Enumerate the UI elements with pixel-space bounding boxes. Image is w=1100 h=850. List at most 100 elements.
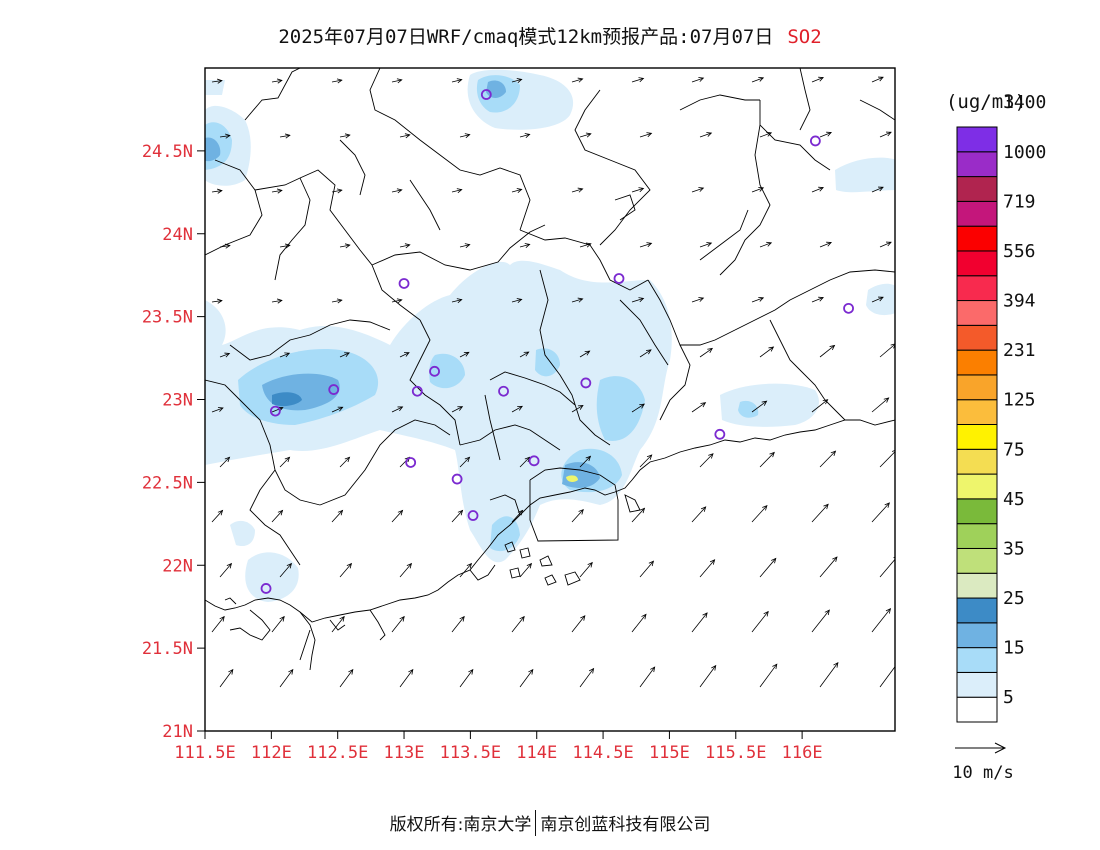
- station-marker: [498, 385, 509, 397]
- wind-vector-head: [638, 187, 645, 193]
- legend-swatch: [956, 424, 998, 450]
- wind-vector-head: [818, 186, 825, 192]
- wind-vector: [339, 456, 350, 468]
- wind-vector-head: [464, 243, 471, 249]
- province-boundaries: [205, 68, 895, 566]
- wind-vector: [759, 558, 777, 578]
- station-marker: [528, 455, 540, 467]
- wind-vector: [451, 510, 463, 523]
- wind-vector-head: [337, 509, 344, 516]
- wind-vector: [391, 79, 402, 83]
- wind-vector-head: [711, 664, 717, 671]
- legend-swatch: [956, 399, 998, 426]
- wind-vector: [639, 560, 654, 578]
- wind-vector: [279, 456, 290, 468]
- wind-vector-head: [459, 615, 465, 622]
- wind-vector-head: [403, 352, 410, 357]
- wind-vector-head: [772, 663, 778, 670]
- wind-reference-label: 10 m/s: [952, 763, 1013, 783]
- wind-vector: [391, 189, 402, 193]
- wind-vector-head: [577, 187, 584, 193]
- wind-vector-head: [346, 562, 353, 569]
- wind-vector-head: [219, 615, 225, 622]
- wind-vector: [819, 345, 835, 358]
- wind-vector: [631, 403, 645, 413]
- wind-vector-head: [706, 242, 713, 247]
- wind-vector: [819, 242, 832, 248]
- wind-vector: [691, 612, 708, 633]
- lon-tick-label: 111.5E: [174, 743, 235, 763]
- wind-vector-head: [404, 243, 411, 249]
- wind-vector-head: [396, 188, 403, 194]
- wind-vector: [219, 563, 232, 578]
- wind-vector: [571, 188, 583, 193]
- wind-vector-head: [829, 344, 836, 351]
- wind-vector-head: [584, 350, 591, 356]
- wind-vector-head: [284, 352, 291, 358]
- wind-vector-head: [284, 133, 291, 139]
- wind-vector-head: [585, 455, 592, 462]
- wind-vector: [511, 79, 522, 83]
- wind-vector: [219, 245, 230, 248]
- wind-vector-head: [228, 668, 234, 675]
- wind-vector-head: [648, 560, 655, 567]
- wind-vector: [391, 406, 403, 413]
- station-marker: [451, 473, 463, 485]
- wind-vector-head: [761, 400, 768, 406]
- wind-vector-head: [404, 133, 411, 139]
- wind-vector: [631, 508, 645, 523]
- wind-vector: [519, 563, 532, 578]
- legend-swatch: [956, 225, 998, 252]
- wind-vector: [819, 556, 838, 578]
- wind-vector: [811, 504, 829, 523]
- wind-vector-head: [224, 456, 231, 463]
- legend-label: 75: [1003, 439, 1025, 460]
- legend-label: 556: [1003, 241, 1036, 262]
- wind-vector: [819, 450, 836, 468]
- wind-vector-head: [397, 509, 404, 516]
- legend-label: 125: [1003, 390, 1036, 411]
- monitoring-stations: [260, 89, 854, 594]
- wind-vector: [691, 187, 704, 193]
- wind-reference-arrowhead: [994, 742, 1007, 754]
- wind-vector-head: [886, 241, 892, 247]
- wind-vector-head: [516, 298, 523, 303]
- station-marker: [613, 273, 625, 284]
- wind-vector-head: [464, 133, 471, 139]
- wind-vector-head: [890, 343, 895, 349]
- wind-vector-head: [878, 186, 884, 192]
- footer-divider: [535, 810, 537, 836]
- wind-vector-head: [523, 351, 530, 357]
- wind-vector-head: [336, 188, 343, 194]
- wind-vector: [751, 77, 764, 83]
- legend-swatch: [956, 250, 998, 277]
- wind-vector-head: [225, 243, 231, 249]
- wind-vector-head: [284, 456, 291, 463]
- latitude-axis: 21N 21.5N 22N 22.5N 23N 23.5N 24N 24.5N: [142, 142, 205, 742]
- station-marker: [405, 457, 417, 468]
- wind-vector-head: [707, 347, 713, 354]
- legend-swatch: [956, 696, 998, 723]
- wind-vector-head: [826, 131, 832, 137]
- wind-vector-head: [768, 346, 775, 352]
- lon-tick-label: 113E: [384, 743, 425, 763]
- wind-vector: [211, 510, 223, 523]
- wind-vector: [331, 510, 343, 523]
- title-species: SO2: [787, 26, 822, 48]
- wind-vector-head: [457, 509, 464, 516]
- wind-vector-head: [468, 668, 474, 675]
- wind-vector-head: [225, 133, 231, 139]
- wind-vector: [751, 400, 767, 413]
- legend-label: 719: [1003, 191, 1036, 212]
- wind-vector-head: [698, 297, 705, 302]
- wind-vector-head: [758, 76, 765, 82]
- wind-vector: [571, 78, 583, 83]
- wind-vector-head: [585, 132, 592, 138]
- wind-vector: [391, 510, 403, 523]
- wind-vector-head: [884, 502, 890, 508]
- wind-vector: [511, 299, 522, 303]
- wind-vector: [759, 132, 772, 138]
- lon-tick-label: 115.5E: [705, 743, 766, 763]
- wind-vector-head: [891, 450, 895, 455]
- wind-vector-head: [408, 668, 414, 675]
